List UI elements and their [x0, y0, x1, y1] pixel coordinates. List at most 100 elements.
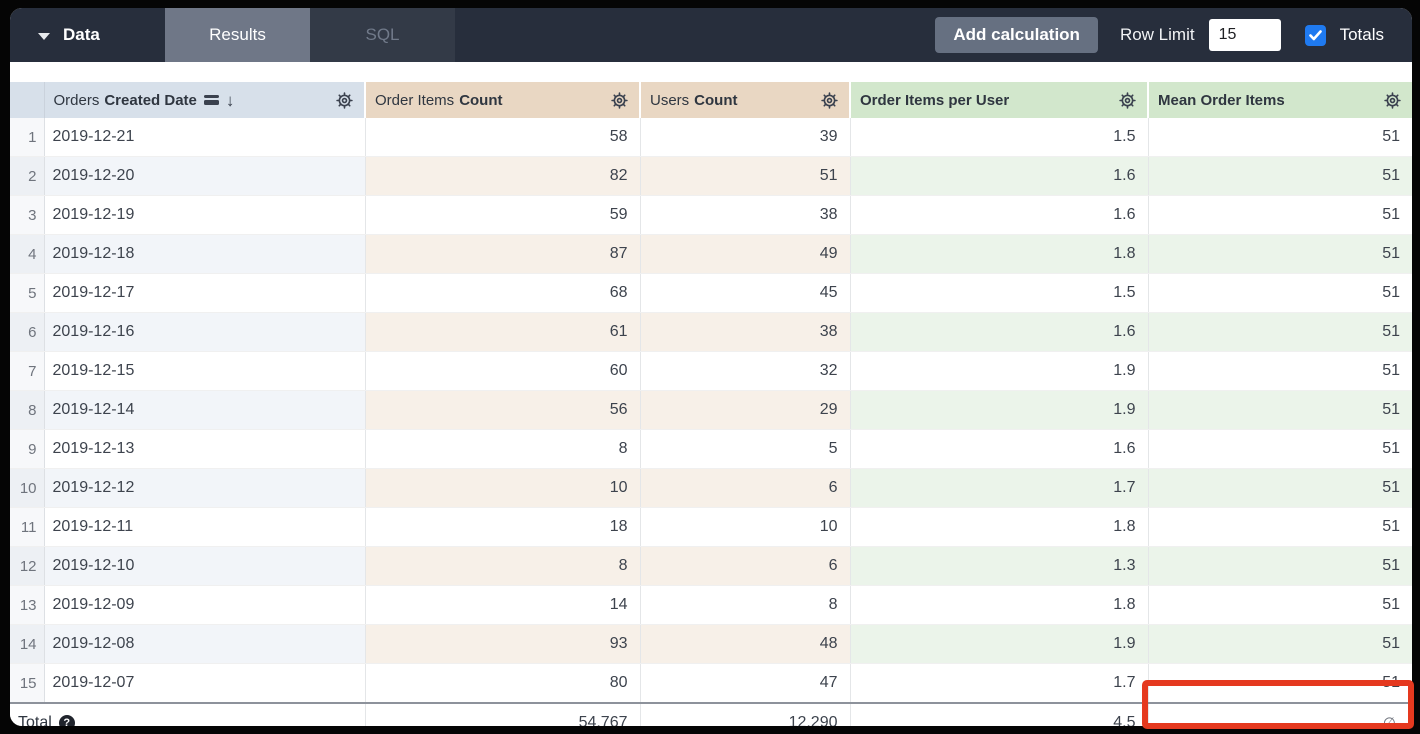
users-count-cell[interactable]: 51 — [640, 156, 851, 196]
date-cell[interactable]: 2019-12-20 — [44, 156, 366, 196]
order-items-count-cell[interactable]: 18 — [365, 507, 641, 547]
date-cell[interactable]: 2019-12-11 — [44, 507, 366, 547]
gear-icon[interactable] — [335, 91, 354, 110]
order-items-per-user-cell[interactable]: 1.3 — [850, 546, 1149, 586]
users-count-cell[interactable]: 6 — [640, 546, 851, 586]
order-items-count-cell[interactable]: 61 — [365, 312, 641, 352]
mean-order-items-cell[interactable]: 51 — [1148, 273, 1412, 313]
mean-order-items-cell[interactable]: 51 — [1148, 351, 1412, 391]
date-cell[interactable]: 2019-12-13 — [44, 429, 366, 469]
row-number: 10 — [10, 468, 45, 508]
users-count-cell[interactable]: 38 — [640, 312, 851, 352]
totals-checkbox[interactable] — [1304, 24, 1326, 46]
order-items-count-cell[interactable]: 14 — [365, 585, 641, 625]
mean-order-items-cell[interactable]: 51 — [1148, 156, 1412, 196]
mean-order-items-cell[interactable]: 51 — [1148, 663, 1412, 704]
tab-results[interactable]: Results — [165, 8, 310, 62]
order-items-count-cell[interactable]: 8 — [365, 546, 641, 586]
order-items-count-cell[interactable]: 93 — [365, 624, 641, 664]
row-limit-input[interactable] — [1208, 19, 1281, 51]
mean-order-items-cell[interactable]: 51 — [1148, 312, 1412, 352]
mean-order-items-cell[interactable]: 51 — [1148, 624, 1412, 664]
column-header-mean-order-items[interactable]: Mean Order Items — [1148, 82, 1412, 118]
gear-icon[interactable] — [820, 91, 839, 110]
order-items-count-cell[interactable]: 80 — [365, 663, 641, 704]
date-cell[interactable]: 2019-12-09 — [44, 585, 366, 625]
mean-order-items-cell[interactable]: 51 — [1148, 118, 1412, 157]
order-items-per-user-cell[interactable]: 1.6 — [850, 156, 1149, 196]
order-items-per-user-cell[interactable]: 1.9 — [850, 351, 1149, 391]
users-count-cell[interactable]: 29 — [640, 390, 851, 430]
order-items-count-cell[interactable]: 68 — [365, 273, 641, 313]
order-items-per-user-cell[interactable]: 1.5 — [850, 273, 1149, 313]
mean-order-items-cell[interactable]: 51 — [1148, 507, 1412, 547]
order-items-count-cell[interactable]: 56 — [365, 390, 641, 430]
order-items-per-user-cell[interactable]: 1.5 — [850, 118, 1149, 157]
order-items-per-user-cell[interactable]: 1.7 — [850, 468, 1149, 508]
users-count-cell[interactable]: 32 — [640, 351, 851, 391]
order-items-per-user-cell[interactable]: 1.9 — [850, 624, 1149, 664]
date-cell[interactable]: 2019-12-15 — [44, 351, 366, 391]
date-cell[interactable]: 2019-12-19 — [44, 195, 366, 235]
total-order-items-per-user: 4.5 — [850, 702, 1149, 726]
table-row: 15 2019-12-07 80 47 1.7 51 — [10, 663, 1412, 704]
table-row: 12 2019-12-10 8 6 1.3 51 — [10, 546, 1412, 586]
date-cell[interactable]: 2019-12-14 — [44, 390, 366, 430]
date-cell[interactable]: 2019-12-10 — [44, 546, 366, 586]
mean-order-items-cell[interactable]: 51 — [1148, 390, 1412, 430]
users-count-cell[interactable]: 49 — [640, 234, 851, 274]
table-row: 4 2019-12-18 87 49 1.8 51 — [10, 234, 1412, 274]
users-count-cell[interactable]: 48 — [640, 624, 851, 664]
column-field-label: Mean Order Items — [1158, 91, 1285, 109]
users-count-cell[interactable]: 38 — [640, 195, 851, 235]
date-cell[interactable]: 2019-12-18 — [44, 234, 366, 274]
order-items-count-cell[interactable]: 87 — [365, 234, 641, 274]
order-items-per-user-cell[interactable]: 1.8 — [850, 234, 1149, 274]
users-count-cell[interactable]: 8 — [640, 585, 851, 625]
order-items-count-cell[interactable]: 60 — [365, 351, 641, 391]
date-cell[interactable]: 2019-12-08 — [44, 624, 366, 664]
order-items-count-cell[interactable]: 58 — [365, 118, 641, 157]
order-items-per-user-cell[interactable]: 1.6 — [850, 312, 1149, 352]
add-calculation-button[interactable]: Add calculation — [935, 17, 1098, 53]
mean-order-items-cell[interactable]: 51 — [1148, 195, 1412, 235]
mean-order-items-cell[interactable]: 51 — [1148, 546, 1412, 586]
users-count-cell[interactable]: 6 — [640, 468, 851, 508]
column-header-users-count[interactable]: Users Count — [640, 82, 851, 118]
tab-sql[interactable]: SQL — [310, 8, 455, 62]
help-icon[interactable]: ? — [58, 714, 75, 726]
order-items-count-cell[interactable]: 59 — [365, 195, 641, 235]
order-items-count-cell[interactable]: 10 — [365, 468, 641, 508]
users-count-cell[interactable]: 5 — [640, 429, 851, 469]
date-cell[interactable]: 2019-12-17 — [44, 273, 366, 313]
mean-order-items-cell[interactable]: 51 — [1148, 234, 1412, 274]
mean-order-items-cell[interactable]: 51 — [1148, 429, 1412, 469]
order-items-per-user-cell[interactable]: 1.8 — [850, 585, 1149, 625]
column-header-orders-created-date[interactable]: Orders Created Date ↓ — [44, 82, 366, 118]
gear-icon[interactable] — [610, 91, 629, 110]
gear-icon[interactable] — [1118, 91, 1137, 110]
order-items-per-user-cell[interactable]: 1.6 — [850, 429, 1149, 469]
order-items-count-cell[interactable]: 82 — [365, 156, 641, 196]
column-header-order-items-per-user[interactable]: Order Items per User — [850, 82, 1149, 118]
users-count-cell[interactable]: 47 — [640, 663, 851, 704]
data-section-toggle[interactable]: Data — [10, 8, 165, 62]
users-count-cell[interactable]: 45 — [640, 273, 851, 313]
order-items-per-user-cell[interactable]: 1.9 — [850, 390, 1149, 430]
date-cell[interactable]: 2019-12-16 — [44, 312, 366, 352]
mean-order-items-cell[interactable]: 51 — [1148, 468, 1412, 508]
gear-icon[interactable] — [1383, 91, 1402, 110]
date-cell[interactable]: 2019-12-21 — [44, 118, 366, 157]
column-view-label: Users — [650, 91, 690, 109]
date-cell[interactable]: 2019-12-07 — [44, 663, 366, 704]
order-items-per-user-cell[interactable]: 1.6 — [850, 195, 1149, 235]
order-items-count-cell[interactable]: 8 — [365, 429, 641, 469]
order-items-per-user-cell[interactable]: 1.8 — [850, 507, 1149, 547]
users-count-cell[interactable]: 39 — [640, 118, 851, 157]
date-cell[interactable]: 2019-12-12 — [44, 468, 366, 508]
column-header-order-items-count[interactable]: Order Items Count — [365, 82, 641, 118]
users-count-cell[interactable]: 10 — [640, 507, 851, 547]
mean-order-items-cell[interactable]: 51 — [1148, 585, 1412, 625]
order-items-per-user-cell[interactable]: 1.7 — [850, 663, 1149, 704]
